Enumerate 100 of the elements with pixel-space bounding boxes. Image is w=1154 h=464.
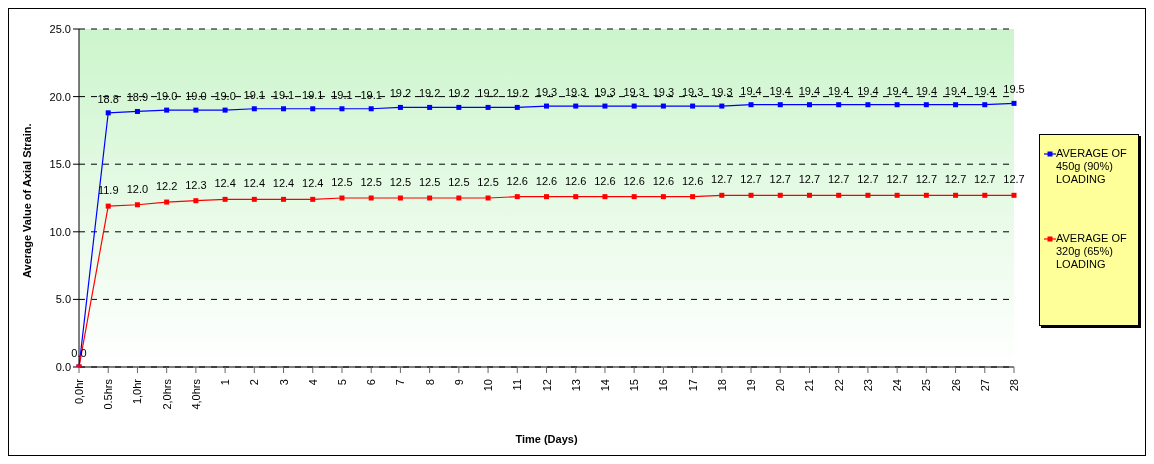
data-label: 19.1 [302,88,324,101]
point [485,104,491,110]
data-label: 12.4 [214,177,236,190]
x-tick-label: 16 [657,379,670,392]
y-tick-label: 0.0 [55,360,71,373]
data-label: 19.2 [389,87,412,100]
data-label: 12.5 [477,176,499,188]
point [690,103,696,109]
x-tick-label: 5 [335,379,348,386]
point [660,194,666,200]
data-label: 12.6 [681,174,704,187]
point [806,102,812,108]
point [485,195,491,201]
data-label: 19.4 [798,84,821,97]
data-label: 12.7 [886,173,908,186]
data-label: 19.2 [506,87,528,100]
y-tick-label: 10.0 [49,225,71,238]
point [164,199,170,205]
point [397,104,403,110]
point [134,202,140,208]
data-label: 12.4 [302,177,324,190]
legend-label: AVERAGE OF 450g (90%) LOADING [1056,147,1128,186]
point [281,196,287,202]
point [690,194,696,200]
x-tick-label: 26 [949,379,962,392]
point [339,106,345,112]
data-label: 12.7 [740,173,762,186]
point [777,192,783,198]
point [602,194,608,200]
point [193,198,199,204]
y-tick-label: 20.0 [49,90,71,103]
point [631,194,637,200]
data-label: 19.1 [360,88,382,101]
point [1011,192,1017,198]
data-label: 12.4 [272,177,295,190]
point [222,107,228,113]
point [310,196,316,202]
point [719,192,725,198]
data-label: 19.1 [272,88,295,101]
data-label: 12.7 [857,173,879,186]
point [923,102,929,108]
point [368,195,374,201]
data-label: 12.7 [974,173,996,186]
data-label: 19.4 [740,84,762,97]
x-tick-label: 20 [774,379,787,392]
point [894,192,900,198]
x-tick-label: 8 [423,379,436,386]
point [251,106,257,112]
data-label: 12.2 [155,180,178,193]
x-tick-label: 7 [394,379,407,386]
x-axis-title: Time (Days) [515,432,578,445]
x-tick-label: 3 [277,379,290,386]
x-tick-label: 1 [219,379,232,386]
point [134,108,140,114]
data-label: 12.0 [126,182,149,195]
x-tick-label: 11 [511,379,524,391]
data-label: 19.2 [477,87,499,100]
point [602,103,608,109]
x-tick-label: 21 [803,379,816,392]
data-label: 11.9 [97,184,119,197]
x-tick-label: 6 [365,379,378,386]
point [222,196,228,202]
y-tick-label: 25.0 [49,22,71,35]
data-label: 12.6 [535,174,558,187]
x-tick-label: 0,0hr [73,378,85,405]
x-tick-label: 2 [248,379,261,386]
point [836,192,842,198]
legend-label: AVERAGE OF 320g (65%) LOADING [1056,232,1128,271]
data-label: 19.3 [565,86,587,99]
point [456,104,462,110]
point [544,194,549,200]
data-label: 19.4 [974,84,996,97]
point [427,104,433,110]
point [573,103,579,109]
point [456,195,462,201]
x-tick-label: 17 [686,379,699,392]
x-tick-label: 14 [598,379,611,392]
y-axis-title: Average Value of Axial Strain. [20,123,33,278]
point [368,106,374,112]
point [339,195,345,201]
point [514,104,520,110]
x-tick-label: 25 [920,379,933,392]
data-label: 19.4 [886,84,908,97]
x-tick-label: 23 [861,379,874,392]
point [105,110,111,116]
x-tick-label: 12 [540,379,553,392]
y-tick-label: 15.0 [49,158,71,171]
x-tick-label: 28 [1008,379,1020,392]
data-label: 12.3 [185,178,207,191]
point [544,103,549,109]
point [719,103,725,109]
data-label: 12.4 [243,177,266,190]
data-label: 19.3 [623,86,645,99]
data-label: 19.3 [711,86,733,99]
x-tick-label: 10 [482,379,495,392]
data-label: 12.5 [418,176,441,188]
data-label: 12.7 [711,173,733,186]
x-tick-label: 15 [628,379,641,392]
point [748,102,754,108]
x-tick-label: 1,0hr [131,378,144,405]
